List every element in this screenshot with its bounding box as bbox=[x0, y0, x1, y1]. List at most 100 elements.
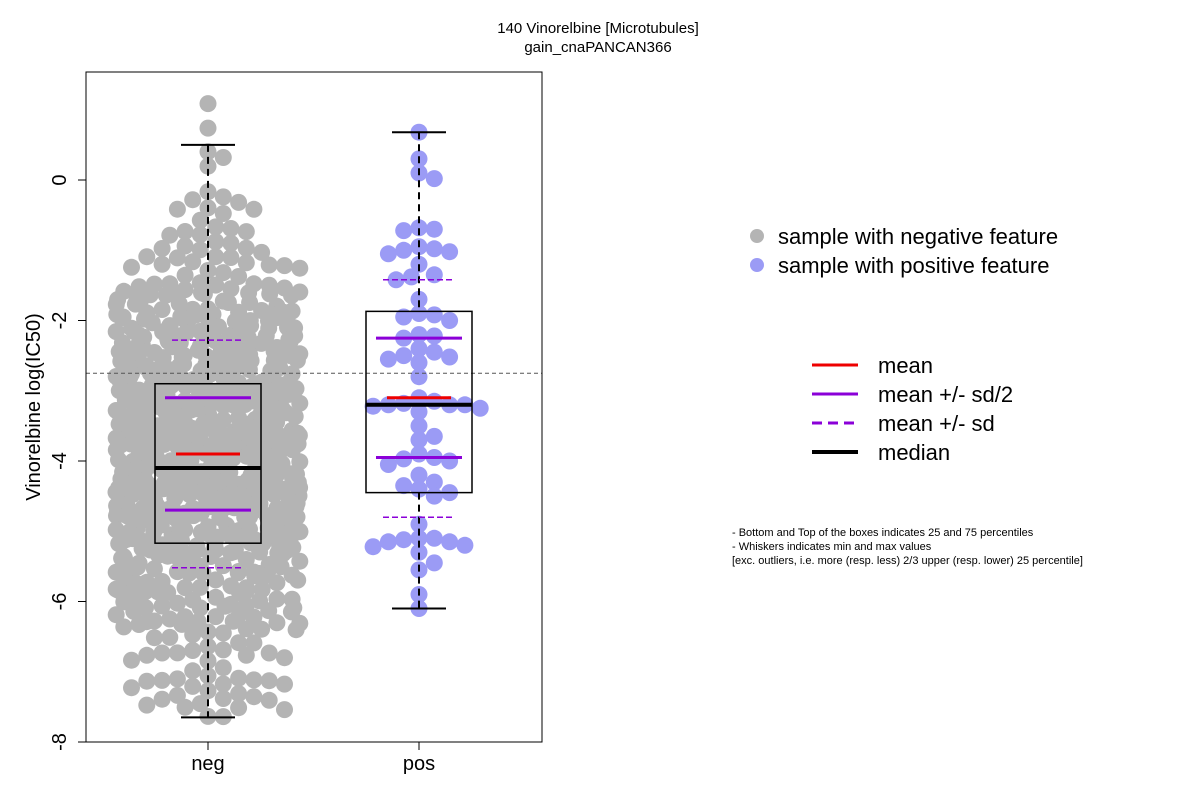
pos-sample-point bbox=[425, 266, 443, 284]
neg-sample-point bbox=[199, 95, 217, 113]
plot-frame bbox=[85, 71, 543, 743]
neg-sample-point bbox=[114, 567, 132, 585]
pos-sample-point bbox=[410, 290, 428, 308]
neg-sample-point bbox=[260, 256, 278, 274]
neg-sample-point bbox=[115, 618, 133, 636]
neg-sample-point bbox=[283, 287, 300, 304]
neg-sample-point bbox=[237, 223, 255, 241]
neg-sample-point bbox=[153, 597, 171, 615]
pos-sample-point bbox=[395, 477, 413, 495]
pos-sample-point bbox=[364, 538, 382, 556]
pos-sample-point bbox=[395, 308, 413, 326]
neg-sample-point bbox=[125, 602, 143, 620]
neg-sample-point bbox=[153, 255, 171, 273]
points-layer bbox=[107, 95, 489, 726]
pos-sample-point bbox=[456, 536, 474, 554]
neg-sample-point bbox=[260, 602, 278, 620]
pos-sample-point bbox=[410, 403, 428, 421]
neg-sample-point bbox=[214, 641, 232, 659]
neg-sample-point bbox=[184, 253, 202, 271]
neg-sample-point bbox=[178, 549, 195, 567]
pos-sample-point bbox=[395, 347, 413, 365]
neg-sample-point bbox=[222, 234, 240, 252]
neg-sample-point bbox=[191, 599, 209, 617]
neg-sample-point bbox=[161, 628, 179, 646]
pos-sample-point bbox=[425, 343, 443, 361]
neg-sample-point bbox=[288, 508, 306, 526]
pos-sample-point bbox=[410, 543, 428, 561]
neg-sample-point bbox=[230, 634, 248, 652]
neg-sample-point bbox=[184, 642, 202, 659]
neg-sample-point bbox=[237, 646, 255, 664]
neg-sample-point bbox=[184, 677, 202, 695]
pos-sample-point bbox=[395, 222, 413, 240]
x-tick-label: neg bbox=[191, 753, 224, 775]
neg-sample-point bbox=[191, 578, 209, 596]
y-tick-label: -6 bbox=[49, 593, 71, 611]
legend-point-marker bbox=[750, 258, 764, 272]
neg-sample-point bbox=[214, 188, 232, 206]
neg-sample-point bbox=[214, 264, 232, 282]
neg-sample-point bbox=[138, 696, 156, 714]
neg-sample-point bbox=[153, 644, 171, 662]
legend-layer: sample with negative feature sample with … bbox=[750, 224, 1058, 465]
pos-sample-point bbox=[425, 529, 443, 547]
neg-sample-point bbox=[268, 614, 286, 632]
legend-line-label: mean +/- sd bbox=[878, 411, 995, 436]
neg-sample-point bbox=[145, 629, 163, 647]
y-tick-label: -8 bbox=[49, 733, 71, 751]
neg-sample-point bbox=[177, 377, 195, 395]
neg-sample-point bbox=[265, 486, 283, 504]
pos-sample-point bbox=[425, 427, 443, 445]
neg-sample-point bbox=[180, 486, 198, 503]
pos-sample-point bbox=[441, 348, 459, 366]
neg-sample-point bbox=[237, 239, 255, 257]
neg-sample-point bbox=[199, 652, 217, 670]
neg-sample-point bbox=[168, 644, 186, 662]
pos-sample-point bbox=[395, 241, 413, 259]
pos-sample-point bbox=[425, 220, 443, 238]
neg-sample-point bbox=[268, 574, 286, 592]
neg-sample-point bbox=[153, 671, 171, 689]
pos-sample-point bbox=[410, 219, 428, 237]
pos-sample-point bbox=[410, 431, 428, 449]
neg-sample-point bbox=[173, 615, 191, 633]
neg-sample-point bbox=[136, 583, 154, 601]
pos-sample-point bbox=[425, 392, 443, 410]
chart-notes: - Bottom and Top of the boxes indicates … bbox=[732, 526, 1083, 568]
neg-sample-point bbox=[168, 594, 186, 612]
neg-sample-point bbox=[207, 608, 225, 626]
pos-sample-point bbox=[410, 529, 428, 547]
neg-sample-point bbox=[245, 200, 263, 218]
neg-sample-point bbox=[260, 672, 278, 690]
neg-sample-point bbox=[286, 408, 304, 425]
neg-sample-point bbox=[276, 257, 293, 275]
neg-sample-point bbox=[161, 226, 179, 244]
neg-sample-point bbox=[214, 205, 232, 222]
neg-sample-point bbox=[176, 698, 194, 716]
pos-sample-point bbox=[379, 350, 397, 368]
neg-sample-point bbox=[230, 699, 248, 717]
neg-sample-point bbox=[230, 193, 248, 211]
neg-sample-point bbox=[214, 659, 232, 677]
pos-sample-point bbox=[425, 487, 443, 505]
axis-layer: 0 -2 -4 -6 -8 neg pos Vinorelbine log(IC50) bbox=[23, 71, 543, 775]
legend-line-label: mean bbox=[878, 353, 933, 378]
chart-title: 140 Vinorelbine [Microtubules] bbox=[497, 20, 699, 37]
neg-sample-point bbox=[260, 644, 278, 662]
pos-sample-point bbox=[410, 368, 428, 386]
note-line: - Bottom and Top of the boxes indicates … bbox=[732, 527, 1034, 539]
neg-sample-point bbox=[253, 620, 271, 638]
legend-point-label: sample with positive feature bbox=[778, 253, 1049, 278]
neg-sample-point bbox=[176, 223, 194, 240]
neg-sample-point bbox=[245, 671, 263, 689]
neg-sample-point bbox=[237, 620, 255, 638]
stats-layer bbox=[86, 131, 542, 719]
neg-sample-point bbox=[222, 280, 240, 298]
legend-point-label: sample with negative feature bbox=[778, 224, 1058, 249]
pos-sample-point bbox=[410, 354, 428, 372]
neg-sample-point bbox=[214, 557, 232, 575]
neg-sample-point bbox=[145, 560, 163, 578]
neg-sample-point bbox=[281, 333, 299, 350]
